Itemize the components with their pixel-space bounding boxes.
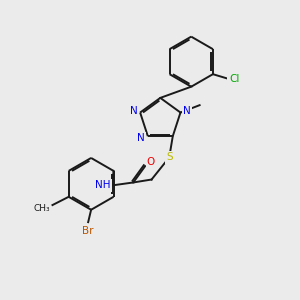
Text: CH₃: CH₃	[34, 203, 50, 212]
Text: NH: NH	[95, 180, 110, 190]
Text: S: S	[166, 152, 172, 162]
Text: Cl: Cl	[229, 74, 239, 85]
Text: N: N	[130, 106, 137, 116]
Text: N: N	[137, 133, 145, 143]
Text: O: O	[147, 157, 155, 167]
Text: N: N	[183, 106, 191, 116]
Text: Br: Br	[82, 226, 94, 236]
